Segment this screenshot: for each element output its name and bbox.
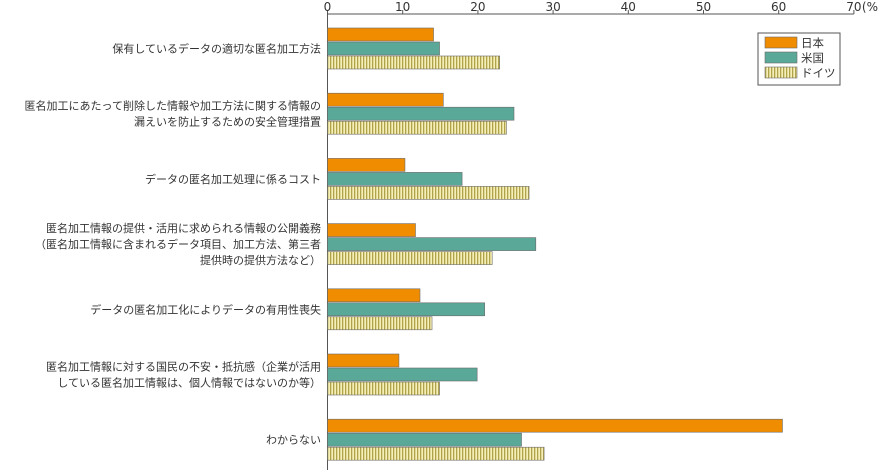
bar-japan [327,288,421,303]
bar-japan [327,418,783,433]
bar-germany [327,251,493,265]
bar-germany [327,381,440,396]
bar-usa [327,367,478,382]
x-tick-label: 30 [545,0,560,14]
legend-label: 米国 [801,51,824,65]
bar-japan [327,223,416,237]
bar-usa [327,41,440,56]
legend-swatch [764,36,798,49]
x-tick-label: 60 [771,0,786,14]
bar-germany [327,120,507,135]
bar-usa [327,172,463,186]
x-tick-label: 10 [395,0,410,14]
category-label: 匿名加工情報に対する国民の不安・抵抗感（企業が活用 [46,360,321,374]
x-tick-label: 0 [324,0,332,14]
bar-usa [327,106,515,121]
x-unit-label: (%) [862,0,879,14]
category-labels: 保有しているデータの適切な匿名加工方法匿名加工にあたって削除した情報や加工方法に… [25,42,321,447]
legend-label: 日本 [801,36,824,50]
category-label: データの匿名加工化によりデータの有用性喪失 [90,302,321,316]
x-axis: 0 10 20 30 40 50 60 70(%) [324,0,879,470]
category-label: （匿名加工情報に含まれるデータ項目、加工方法、第三者 [35,237,321,251]
bar-germany [327,186,530,200]
bar-germany [327,446,545,461]
bar-germany [327,55,501,70]
x-tick-label: 50 [696,0,711,14]
bar-japan [327,158,406,172]
category-label: わからない [266,434,321,447]
category-label: 漏えいを防止するための安全管理措置 [134,115,321,129]
bar-germany [327,316,433,331]
bar-usa [327,237,537,251]
category-label: 保有しているデータの適切な匿名加工方法 [112,42,321,56]
x-tick-label: 70 [846,0,861,14]
bar-japan [327,27,434,42]
x-tick-label: 20 [470,0,485,14]
legend-swatch [764,66,798,79]
bars [327,27,783,461]
legend-label: ドイツ [801,66,836,80]
bar-usa [327,432,522,447]
bar-japan [327,92,444,107]
category-label: 匿名加工にあたって削除した情報や加工方法に関する情報の [25,99,321,113]
category-label: 匿名加工情報の提供・活用に求められる情報の公開義務 [46,221,321,235]
category-label: している匿名加工情報は、個人情報ではないのか等） [57,376,321,390]
x-tick-label: 40 [621,0,636,14]
category-label: 提供時の提供方法など） [200,253,321,267]
bar-japan [327,353,400,368]
bar-usa [327,302,485,317]
category-label: データの匿名加工処理に係るコスト [145,172,321,186]
legend-swatch [764,51,798,64]
